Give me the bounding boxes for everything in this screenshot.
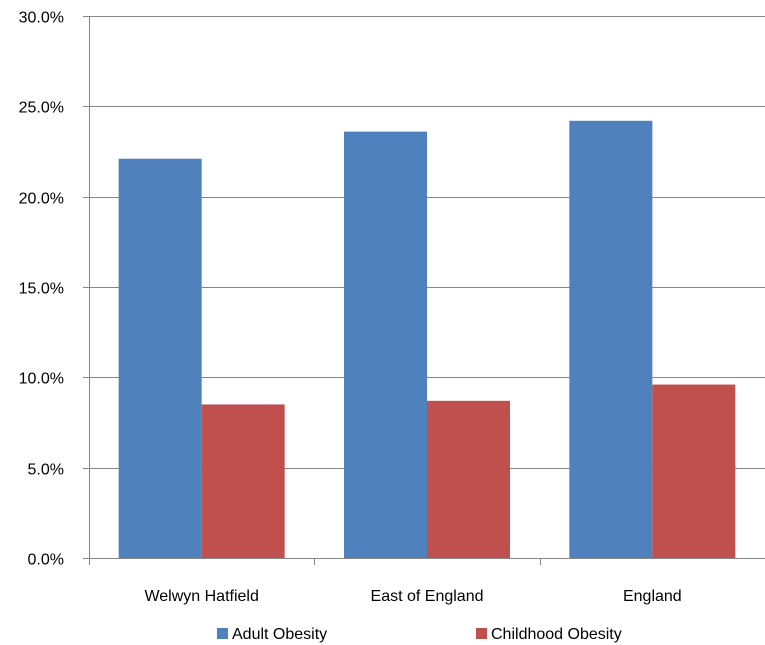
y-tick-label: 25.0%	[19, 100, 64, 117]
x-tick-label: England	[623, 588, 682, 605]
y-tick-label: 10.0%	[19, 371, 64, 388]
bar	[427, 400, 510, 558]
x-tick-label: Welwyn Hatfield	[144, 588, 258, 605]
y-axis-tick-labels: 0.0% 5.0% 10.0% 15.0% 20.0% 25.0% 30.0%	[19, 10, 64, 569]
x-axis-tick-labels: Welwyn Hatfield East of England England	[144, 588, 681, 605]
bar	[569, 120, 653, 558]
bar	[652, 384, 736, 558]
legend-swatch	[217, 628, 228, 639]
bars	[118, 120, 736, 559]
x-tick-label: East of England	[371, 588, 484, 605]
bar	[118, 158, 202, 558]
y-tick-label: 15.0%	[19, 281, 64, 298]
y-tick-label: 5.0%	[28, 462, 64, 479]
legend-label: Childhood Obesity	[491, 626, 622, 643]
bar	[344, 131, 427, 559]
axes	[83, 16, 765, 565]
legend-swatch	[476, 628, 487, 639]
legend: Adult Obesity Childhood Obesity	[217, 626, 622, 643]
y-tick-label: 30.0%	[19, 10, 64, 27]
legend-label: Adult Obesity	[232, 626, 327, 643]
bar	[201, 404, 285, 558]
y-tick-label: 20.0%	[19, 191, 64, 208]
y-tick-label: 0.0%	[28, 552, 64, 569]
